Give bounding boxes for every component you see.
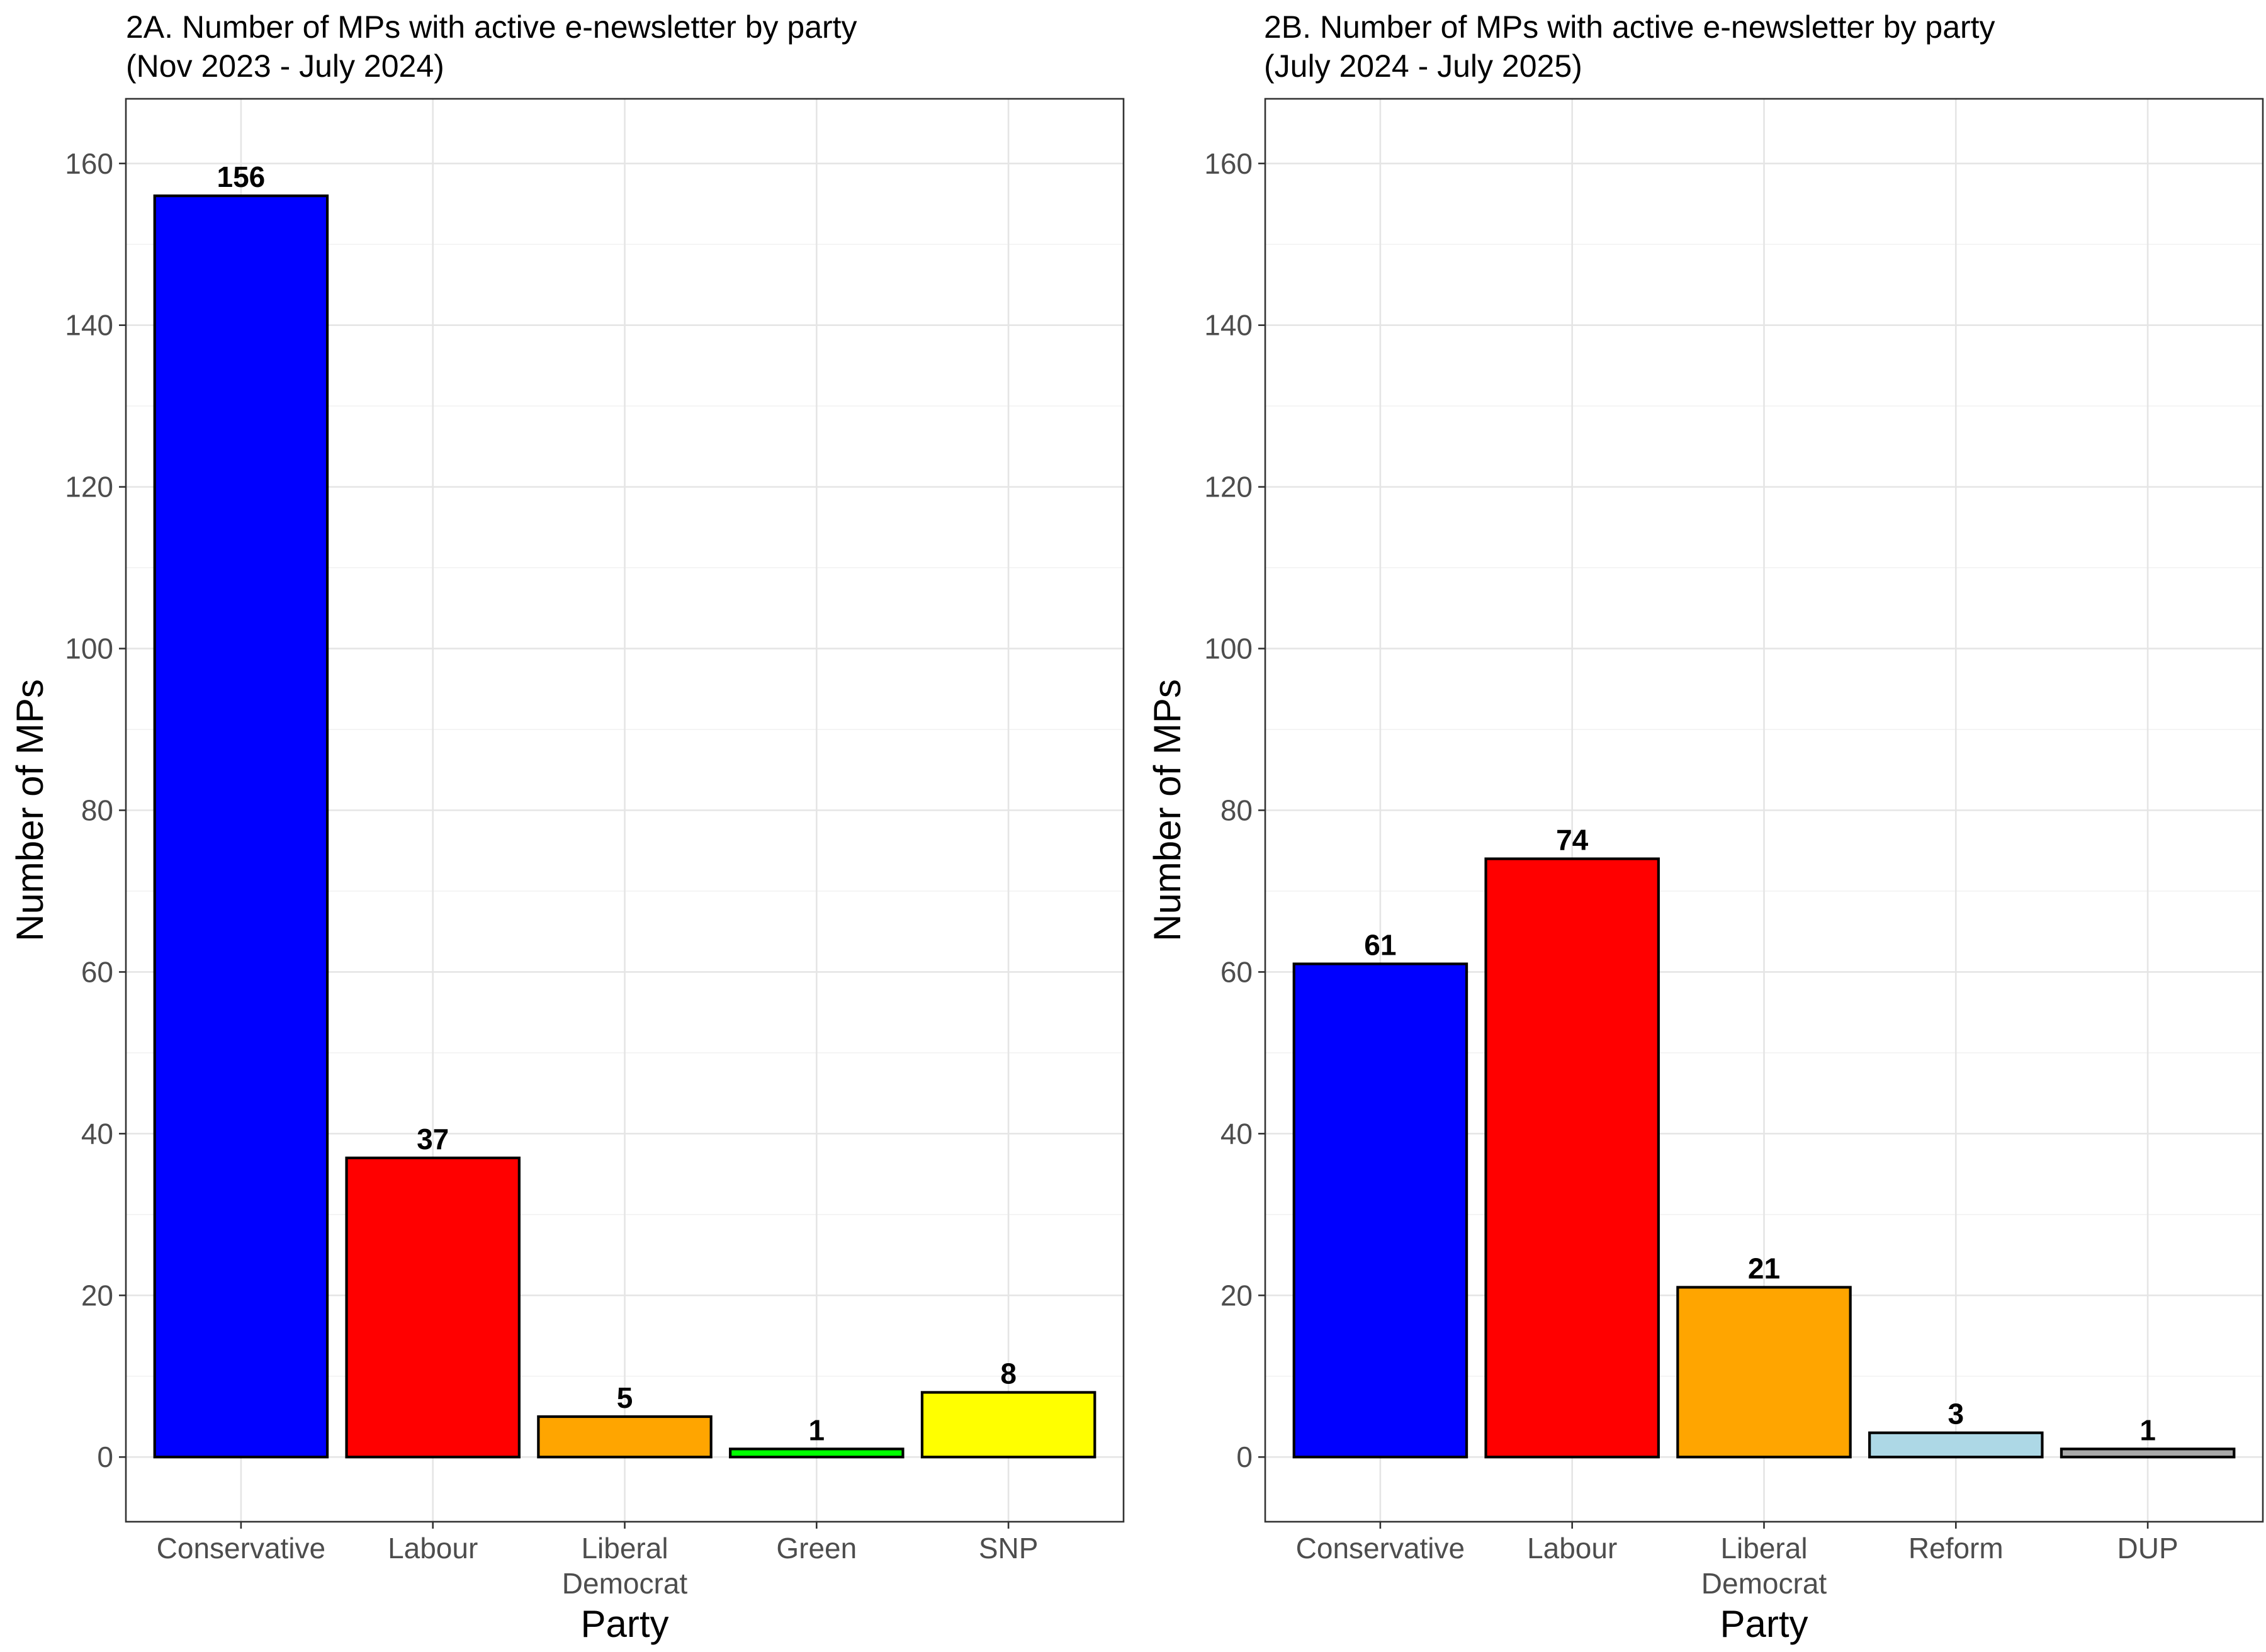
x-tick-label: Liberal Democrat: [562, 1532, 688, 1600]
x-tick-label: Liberal Democrat: [1701, 1532, 1827, 1600]
y-tick-label: 160: [65, 147, 113, 180]
x-tick-label: Reform: [1908, 1532, 2004, 1565]
bar-liberal-democrat: [537, 1415, 713, 1459]
data-label: 1: [809, 1413, 825, 1446]
data-label: 156: [217, 160, 266, 193]
bar-reform: [1868, 1431, 2044, 1459]
data-label: 3: [1948, 1398, 1964, 1430]
data-label: 74: [1556, 824, 1589, 857]
bar-conservative: [153, 194, 329, 1459]
y-tick-label: 60: [1220, 955, 1253, 988]
bar-green: [729, 1447, 905, 1459]
bar-labour: [345, 1156, 521, 1459]
y-tick-label: 120: [65, 471, 113, 503]
y-tick-label: 140: [65, 309, 113, 342]
x-tick-label: Labour: [1527, 1532, 1617, 1565]
x-tick-label: Conservative: [157, 1532, 325, 1565]
chart-panel-a: 15637518020406080100120140160Conservativ…: [9, 9, 1125, 1645]
y-tick-label: 100: [1204, 632, 1253, 665]
bar-dup: [2060, 1447, 2236, 1459]
x-axis-title: Party: [580, 1603, 668, 1645]
y-tick-label: 80: [1220, 794, 1253, 827]
y-tick-label: 40: [1220, 1117, 1253, 1150]
y-axis-title: Number of MPs: [9, 679, 51, 941]
y-tick-label: 120: [1204, 471, 1253, 503]
y-tick-label: 60: [81, 955, 113, 988]
y-tick-label: 140: [1204, 309, 1253, 342]
chart-subtitle: (July 2024 - July 2025): [1264, 48, 1582, 84]
data-label: 61: [1364, 929, 1396, 962]
x-tick-label: Green: [776, 1532, 857, 1565]
chart-panel-b: 61 74 21 3 1 0 20 40 60 80 100 120 140 160 Conservativ…: [1146, 9, 2264, 1645]
y-tick-label: 40: [81, 1117, 113, 1150]
data-label: 5: [617, 1381, 633, 1414]
bar-conservative: [1292, 962, 1468, 1459]
y-tick-label: 0: [1236, 1441, 1253, 1473]
data-label: 21: [1748, 1252, 1780, 1284]
data-label: 37: [417, 1123, 449, 1155]
y-tick-label: 0: [97, 1441, 113, 1473]
x-tick-label: Conservative: [1296, 1532, 1465, 1565]
x-axis-title: Party: [1720, 1603, 1808, 1645]
y-tick-label: 20: [81, 1279, 113, 1312]
y-tick-label: 80: [81, 794, 113, 827]
x-tick-label: SNP: [979, 1532, 1039, 1565]
x-tick-label: DUP: [2117, 1532, 2179, 1565]
bar-snp: [920, 1391, 1096, 1459]
bar-labour: [1484, 857, 1660, 1459]
chart-title: 2B. Number of MPs with active e-newslett…: [1264, 9, 1995, 45]
data-label: 1: [2139, 1413, 2156, 1446]
chart-title: 2A. Number of MPs with active e-newslett…: [126, 9, 857, 45]
y-axis-title: Number of MPs: [1146, 679, 1188, 941]
y-tick-label: 160: [1204, 147, 1253, 180]
y-tick-label: 20: [1220, 1279, 1253, 1312]
chart-subtitle: (Nov 2023 - July 2024): [126, 48, 444, 84]
x-tick-label: Labour: [388, 1532, 478, 1565]
y-tick-label: 100: [65, 632, 113, 665]
data-label: 8: [1000, 1357, 1017, 1390]
bar-liberal-democrat: [1676, 1286, 1852, 1459]
